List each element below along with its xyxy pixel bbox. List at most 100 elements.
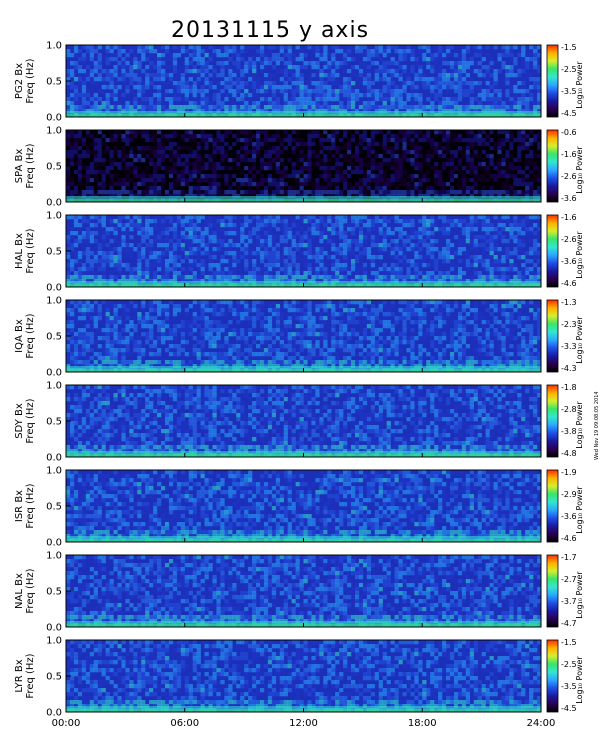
colorbar-tick-label: -1.3 xyxy=(561,298,577,307)
panel-label: SPA Bx xyxy=(14,149,25,184)
colorbar xyxy=(546,44,559,118)
colorbar-title: Log₁₀ Power xyxy=(575,146,584,194)
colorbar-tick-label: -4.7 xyxy=(561,619,577,628)
spectrogram-texture xyxy=(66,215,542,288)
panel-sdy: 0.0 0.5 1.0 SDY Bx Freq (Hz) -1.8 -2.8 -3.8 -4.8… xyxy=(14,381,584,464)
colorbar-title: Log₁₀ Power xyxy=(575,401,584,449)
colorbar-tick-label: -2.6 xyxy=(561,235,577,244)
y-tick-label: 0.0 xyxy=(46,538,62,549)
colorbar-tick-label: -1.7 xyxy=(561,553,577,562)
panel-label: IQA Bx xyxy=(14,319,25,353)
colorbar-title: Log₁₀ Power xyxy=(575,316,584,364)
colorbar xyxy=(546,299,559,373)
y-tick-label: 0.0 xyxy=(46,198,62,209)
y-tick-label: 0.0 xyxy=(46,623,62,634)
x-tick-label: 18:00 xyxy=(408,718,437,729)
colorbar-tick-label: -4.5 xyxy=(561,704,577,713)
colorbar-tick-label: -4.6 xyxy=(561,534,577,543)
spectrogram-texture xyxy=(66,300,542,373)
y-axis-label: Freq (Hz) xyxy=(25,483,36,528)
colorbar-tick-label: -3.5 xyxy=(561,87,577,96)
y-tick-label: 0.5 xyxy=(46,247,62,258)
colorbar-title: Log₁₀ Power xyxy=(575,231,584,279)
colorbar-tick-label: -4.5 xyxy=(561,109,577,118)
panel-label: LYR Bx xyxy=(14,659,25,692)
colorbar-tick-label: -3.3 xyxy=(561,342,577,351)
colorbar-tick-label: -3.7 xyxy=(561,597,577,606)
panel-label: HAL Bx xyxy=(14,233,25,269)
colorbar xyxy=(546,384,559,458)
colorbar-tick-label: -3.6 xyxy=(561,194,577,203)
spectrogram-texture xyxy=(66,640,542,713)
colorbar-tick-label: -2.7 xyxy=(561,575,577,584)
x-tick-label: 00:00 xyxy=(52,718,81,729)
colorbar-tick-label: -3.5 xyxy=(561,682,577,691)
y-tick-label: 0.0 xyxy=(46,113,62,124)
y-tick-label: 1.0 xyxy=(46,41,62,52)
y-axis-label: Freq (Hz) xyxy=(25,143,36,188)
y-tick-label: 1.0 xyxy=(46,296,62,307)
colorbar-tick-label: -2.6 xyxy=(561,172,577,181)
y-tick-label: 0.5 xyxy=(46,77,62,88)
colorbar-tick-label: -2.8 xyxy=(561,405,577,414)
panel-iqa: 0.0 0.5 1.0 IQA Bx Freq (Hz) -1.3 -2.3 -3.3 -4.3… xyxy=(14,296,584,379)
panel-label: ISR Bx xyxy=(14,490,25,522)
colorbar-tick-label: -1.6 xyxy=(561,213,577,222)
y-axis-label: Freq (Hz) xyxy=(25,653,36,698)
y-tick-label: 1.0 xyxy=(46,636,62,647)
colorbar-tick-label: -2.5 xyxy=(561,65,577,74)
y-tick-label: 0.5 xyxy=(46,587,62,598)
colorbar-tick-label: -4.6 xyxy=(561,279,577,288)
colorbar xyxy=(546,129,559,203)
colorbar-tick-label: -2.3 xyxy=(561,320,577,329)
colorbar-title: Log₁₀ Power xyxy=(575,656,584,704)
y-axis-label: Freq (Hz) xyxy=(25,313,36,358)
panel-nal: 0.0 0.5 1.0 NAL Bx Freq (Hz) -1.7 -2.7 -3.7 -4.7… xyxy=(14,551,584,634)
y-axis-label: Freq (Hz) xyxy=(25,58,36,103)
colorbar xyxy=(546,214,559,288)
colorbar-tick-label: -1.5 xyxy=(561,638,577,647)
colorbar-tick-label: -1.9 xyxy=(561,468,577,477)
panel-label: SDY Bx xyxy=(14,403,25,439)
colorbar-title: Log₁₀ Power xyxy=(575,571,584,619)
colorbar-tick-label: -1.6 xyxy=(561,150,577,159)
colorbar-tick-label: -2.9 xyxy=(561,490,577,499)
panel-hal: 0.0 0.5 1.0 HAL Bx Freq (Hz) -1.6 -2.6 -3.6 -4.6… xyxy=(14,211,584,294)
y-tick-label: 1.0 xyxy=(46,381,62,392)
colorbar-title: Log₁₀ Power xyxy=(575,61,584,109)
colorbar xyxy=(546,554,559,628)
colorbar xyxy=(546,639,559,713)
y-tick-label: 0.0 xyxy=(46,453,62,464)
y-tick-label: 1.0 xyxy=(46,551,62,562)
y-axis-label: Freq (Hz) xyxy=(25,398,36,443)
y-tick-label: 1.0 xyxy=(46,126,62,137)
panel-pg2: 0.0 0.5 1.0 PG2 Bx Freq (Hz) -1.5 -2.5 -3.5 -4.5… xyxy=(14,41,584,124)
panel-spa: 0.0 0.5 1.0 SPA Bx Freq (Hz) -0.6 -1.6 -2.6 -3.6… xyxy=(14,126,584,209)
y-tick-label: 0.5 xyxy=(46,672,62,683)
colorbar-tick-label: -4.8 xyxy=(561,449,577,458)
x-tick-label: 06:00 xyxy=(170,718,199,729)
y-tick-label: 0.5 xyxy=(46,332,62,343)
colorbar-tick-label: -3.8 xyxy=(561,427,577,436)
y-tick-label: 1.0 xyxy=(46,466,62,477)
colorbar-tick-label: -3.6 xyxy=(561,512,577,521)
y-tick-label: 0.0 xyxy=(46,708,62,719)
colorbar-tick-label: -1.5 xyxy=(561,43,577,52)
x-tick-label: 12:00 xyxy=(289,718,318,729)
y-tick-label: 0.5 xyxy=(46,502,62,513)
x-tick-label: 24:00 xyxy=(527,718,556,729)
chart-title: 20131115 y axis xyxy=(170,18,370,43)
y-axis-label: Freq (Hz) xyxy=(25,568,36,613)
y-tick-label: 0.5 xyxy=(46,162,62,173)
spectrogram-texture xyxy=(66,470,542,543)
side-note: Wed Nov 19 09:08:05 2014 xyxy=(594,391,600,460)
y-tick-label: 0.5 xyxy=(46,417,62,428)
y-axis-label: Freq (Hz) xyxy=(25,228,36,273)
panel-lyr: 0.0 0.5 1.0 LYR Bx Freq (Hz) -1.5 -2.5 -3.5 -4.5… xyxy=(14,636,584,719)
y-tick-label: 1.0 xyxy=(46,211,62,222)
colorbar xyxy=(546,469,559,543)
colorbar-tick-label: -3.6 xyxy=(561,257,577,266)
colorbar-title: Log₁₀ Power xyxy=(575,486,584,534)
spectrogram-texture xyxy=(66,555,542,628)
